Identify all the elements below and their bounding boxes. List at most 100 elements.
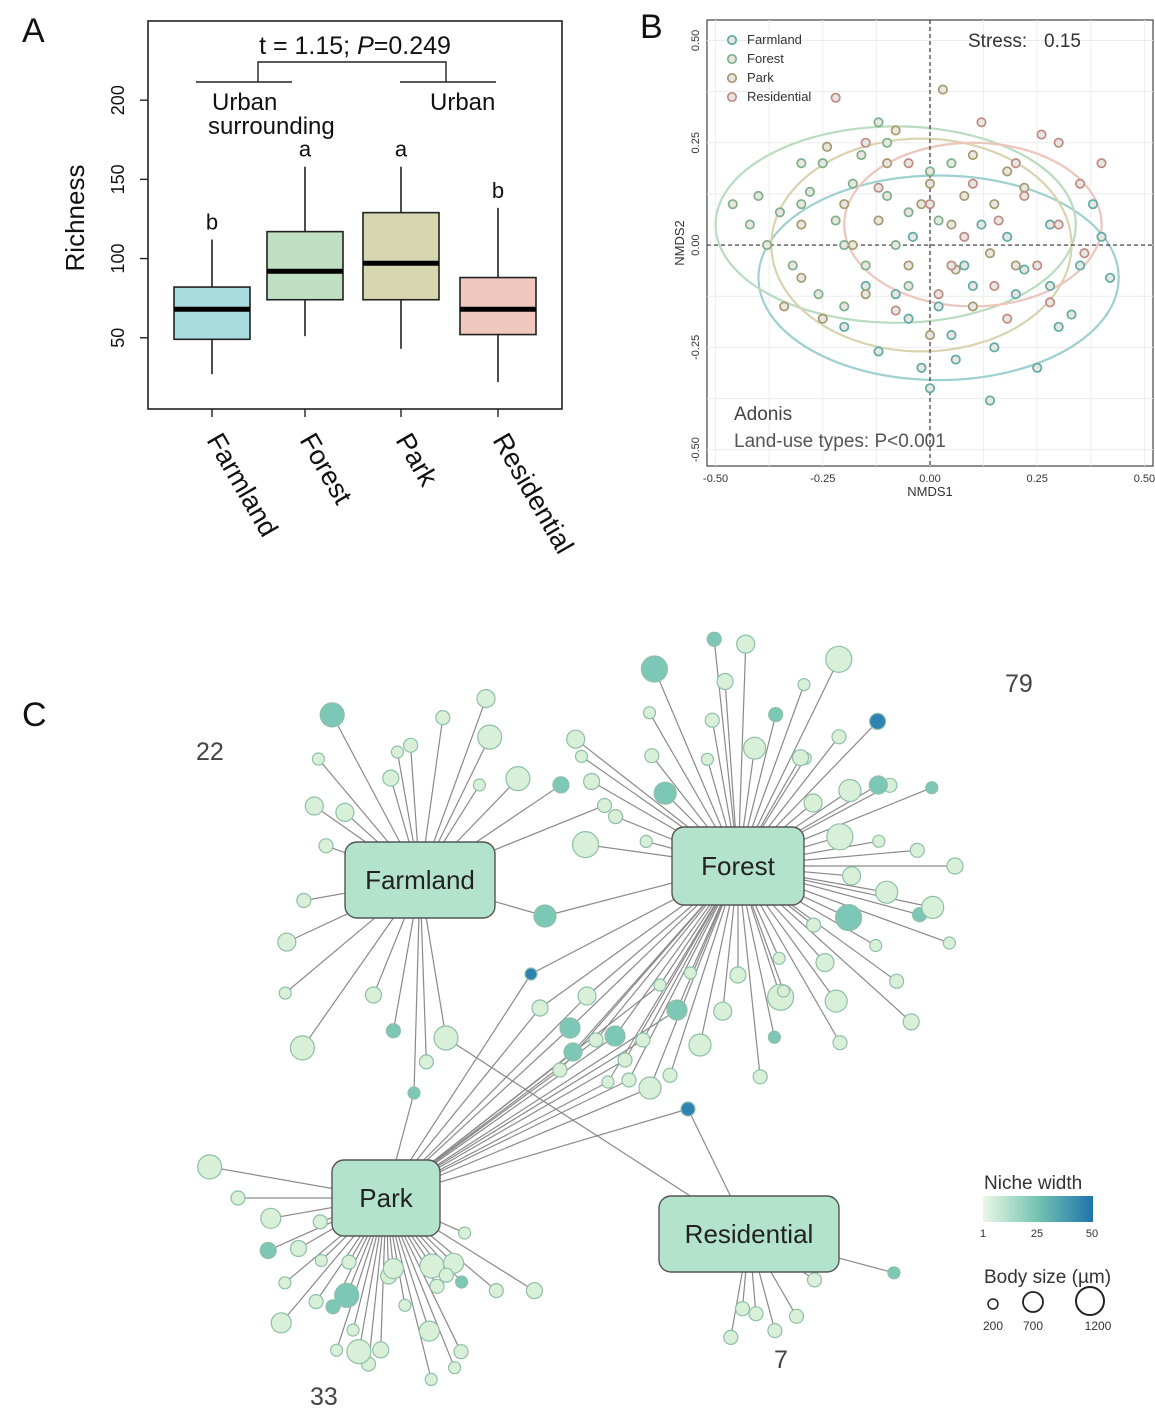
point-residential	[1010, 158, 1021, 169]
taxon-node	[742, 736, 767, 760]
x-axis-label-b: NMDS1	[907, 484, 953, 499]
point-park	[924, 178, 936, 189]
taxon-node	[736, 634, 756, 654]
niche-tick-50: 50	[1086, 1228, 1098, 1240]
point-farmland	[976, 219, 987, 230]
x-tick-label: -0.25	[810, 473, 835, 485]
x-tick-labels-a: Farmland Forest Park Residential	[201, 409, 580, 559]
panel-label-c: C	[22, 696, 47, 734]
taxon-node	[531, 999, 549, 1017]
point-park	[984, 248, 996, 259]
point-farmland	[916, 362, 927, 373]
point-forest	[727, 199, 738, 210]
point-park	[1010, 260, 1021, 271]
taxon-node	[505, 765, 531, 792]
taxon-node	[872, 834, 886, 848]
taxon-node	[524, 967, 538, 981]
taxon-node	[341, 1254, 357, 1270]
point-park	[873, 215, 884, 226]
x-tick-label-park: Park	[390, 428, 444, 492]
point-farmland	[860, 280, 871, 292]
point-forest	[774, 207, 785, 218]
point-forest	[839, 301, 850, 312]
network-hubs: Farmland Forest Park Residential	[331, 826, 840, 1273]
taxon-node	[334, 1282, 360, 1309]
point-residential	[1032, 260, 1043, 271]
point-residential	[903, 158, 914, 169]
point-farmland	[967, 280, 978, 292]
taxon-node	[875, 880, 899, 904]
point-park	[796, 219, 807, 230]
taxon-node	[767, 1030, 782, 1044]
taxon-node	[797, 677, 811, 692]
taxon-node	[455, 1275, 469, 1289]
body-size-200-circle	[987, 1298, 999, 1310]
point-forest	[787, 260, 798, 271]
legend-label-forest: Forest	[747, 51, 784, 66]
taxon-node	[748, 1306, 764, 1322]
point-farmland	[1066, 309, 1077, 320]
taxon-node	[788, 1308, 805, 1324]
hub-label-farmland: Farmland	[365, 865, 475, 895]
point-residential	[933, 289, 944, 300]
taxon-node	[289, 1035, 315, 1061]
taxon-node	[259, 1241, 277, 1260]
taxon-node	[925, 781, 939, 795]
niche-width-colorbar	[983, 1196, 1093, 1222]
point-farmland	[1053, 321, 1064, 332]
point-park	[1019, 182, 1030, 193]
point-residential	[989, 280, 1000, 292]
taxon-node	[868, 775, 888, 795]
taxon-node	[869, 938, 883, 953]
taxon-node	[638, 1076, 662, 1100]
point-forest	[903, 280, 914, 292]
y-tick-label: 0.50	[690, 30, 702, 51]
point-forest	[744, 219, 755, 230]
y-tick-label-200: 200	[108, 85, 128, 115]
legend-c: Niche width 1 25 50 Body size (µm) 200 7…	[980, 1173, 1112, 1333]
point-park	[903, 260, 914, 271]
body-size-1200-circle	[1075, 1286, 1105, 1316]
test-statistic-label: t = 1.15; P=0.249	[259, 32, 451, 60]
taxon-node	[946, 857, 964, 875]
taxon-node	[278, 986, 292, 1000]
taxon-node	[921, 895, 945, 920]
point-residential	[1096, 158, 1107, 169]
taxon-node	[574, 749, 589, 764]
taxon-node	[319, 702, 345, 728]
point-residential	[873, 182, 884, 193]
taxon-node	[601, 1075, 615, 1089]
taxon-node	[477, 724, 503, 750]
taxon-node	[776, 984, 791, 998]
taxon-node	[563, 1042, 583, 1062]
group-bracket	[196, 61, 496, 83]
point-residential	[1019, 190, 1030, 201]
axis-ticks-b: -0.50 -0.25 0.00 0.25 0.50 -0.50 -0.25 0.00 0.25…	[690, 30, 1155, 485]
taxon-node	[277, 932, 297, 952]
point-residential	[1002, 313, 1013, 324]
x-tick-label-farmland: Farmland	[201, 428, 284, 542]
box-farmland	[173, 286, 251, 341]
taxon-node	[824, 989, 848, 1013]
point-forest	[860, 260, 871, 271]
taxon-node	[197, 1154, 223, 1180]
hub-label-residential: Residential	[685, 1219, 814, 1249]
point-forest	[817, 158, 828, 169]
box-residential	[459, 276, 537, 336]
taxon-node	[533, 904, 557, 928]
point-farmland	[1075, 260, 1086, 271]
taxon-node	[398, 1298, 412, 1312]
point-park	[967, 301, 978, 312]
point-park	[779, 301, 790, 312]
niche-tick-25: 25	[1031, 1228, 1043, 1240]
legend-marker-farmland	[726, 34, 738, 46]
point-farmland	[907, 231, 918, 242]
point-park	[967, 149, 978, 161]
point-park	[946, 219, 957, 230]
group-label-urban-surrounding-1: Urban	[212, 89, 277, 116]
taxon-node	[325, 1299, 341, 1315]
panel-b-nmds: B -0.50 -0.25 0.00 0.25 0.50 -0.50 -0.25 0.00 0.…	[640, 8, 1155, 499]
niche-tick-1: 1	[980, 1228, 986, 1240]
point-residential	[959, 231, 970, 242]
